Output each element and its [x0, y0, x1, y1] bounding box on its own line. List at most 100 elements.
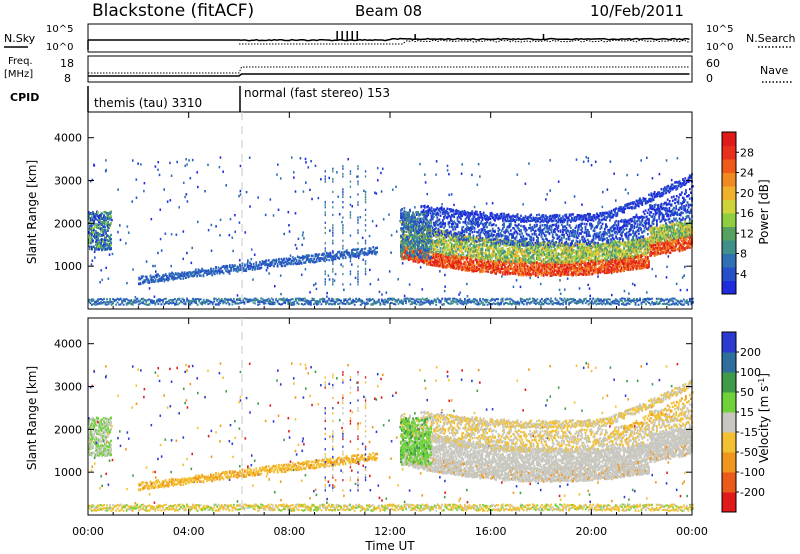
power-cell [479, 236, 482, 239]
power-cell [457, 299, 460, 302]
power-cell [348, 251, 351, 255]
power-cell [342, 216, 344, 219]
power-cell [273, 285, 276, 288]
power-cell [364, 190, 367, 193]
power-cell [91, 259, 94, 262]
power-cell [188, 159, 190, 162]
power-cell [495, 302, 498, 305]
power-cell [332, 180, 334, 183]
power-cell [654, 303, 657, 306]
power-cell [105, 220, 107, 224]
power-cell [349, 260, 352, 263]
power-cell [322, 298, 324, 301]
power-cell [577, 300, 580, 303]
nsky-tick-bottom: 10^0 [46, 42, 73, 53]
power-cell [118, 298, 120, 301]
power-cell [364, 224, 367, 227]
power-cell [198, 300, 201, 303]
power-cell [101, 230, 103, 233]
power-cell [349, 216, 352, 219]
power-cell [150, 217, 153, 221]
power-cell [315, 253, 318, 256]
power-cell [143, 299, 146, 302]
power-cell [186, 200, 189, 203]
power-cell [305, 259, 308, 262]
power-cell [108, 239, 110, 243]
power-cell [159, 277, 162, 280]
power-cell [178, 276, 181, 279]
power-cell [349, 185, 352, 188]
power-cell [176, 273, 178, 276]
power-cell [285, 260, 288, 264]
power-cell [628, 297, 631, 300]
power-cell [337, 195, 339, 198]
power-cell [199, 302, 202, 305]
power-cell [117, 188, 119, 191]
power-cell [88, 231, 90, 235]
power-cell [324, 255, 326, 258]
power-cell [370, 298, 373, 301]
power-cell [497, 303, 500, 306]
power-cell [94, 232, 96, 235]
power-cell [364, 175, 367, 178]
power-cell [342, 195, 344, 199]
power-cell [459, 291, 462, 294]
power-cell [539, 300, 542, 303]
power-cell [340, 301, 342, 304]
power-cell [182, 274, 185, 278]
power-cell [104, 220, 106, 223]
power-cell [367, 249, 370, 253]
power-cell [364, 219, 367, 222]
power-cell [488, 301, 490, 304]
power-cell [408, 283, 411, 286]
power-cell [364, 252, 367, 255]
power-cell [284, 300, 287, 303]
power-cell [440, 207, 443, 210]
power-cell [441, 297, 444, 300]
power-cell [380, 190, 383, 193]
power-cell [672, 297, 675, 300]
power-cell [611, 293, 613, 297]
power-cell [284, 264, 287, 267]
power-cell [95, 218, 97, 221]
power-cell [253, 253, 256, 256]
power-cell [187, 301, 190, 304]
power-cell [93, 227, 95, 230]
power-cell [127, 302, 130, 305]
power-cell [562, 303, 564, 306]
power-cell [177, 275, 180, 278]
power-cell [420, 300, 422, 303]
power-cell [308, 303, 311, 306]
power-cell [477, 303, 480, 306]
power-cell [152, 279, 154, 283]
power-cell [303, 300, 306, 303]
power-cell [159, 279, 162, 282]
power-cell [403, 256, 406, 260]
power-cell [361, 236, 364, 240]
power-cell [297, 237, 300, 241]
power-cell [454, 228, 457, 231]
power-cell [557, 180, 560, 183]
power-cell [131, 159, 134, 162]
power-cell [619, 298, 622, 301]
power-cell [153, 276, 156, 279]
power-cell [454, 298, 457, 301]
power-cell [154, 301, 157, 304]
power-cell [566, 298, 569, 301]
power-cell [178, 298, 181, 301]
power-cell [267, 297, 270, 300]
power-cell [252, 265, 255, 268]
power-cell [516, 173, 519, 176]
power-cell [302, 297, 305, 300]
power-cell [357, 183, 359, 186]
power-cell [501, 300, 504, 303]
power-cell [580, 300, 583, 303]
power-cell [97, 237, 99, 240]
power-cell [386, 297, 389, 300]
power-cell [373, 251, 376, 254]
power-cell [457, 300, 460, 303]
power-cell [327, 255, 329, 259]
power-cell [169, 273, 172, 276]
power-cell [665, 159, 668, 162]
power-cell [337, 251, 339, 254]
